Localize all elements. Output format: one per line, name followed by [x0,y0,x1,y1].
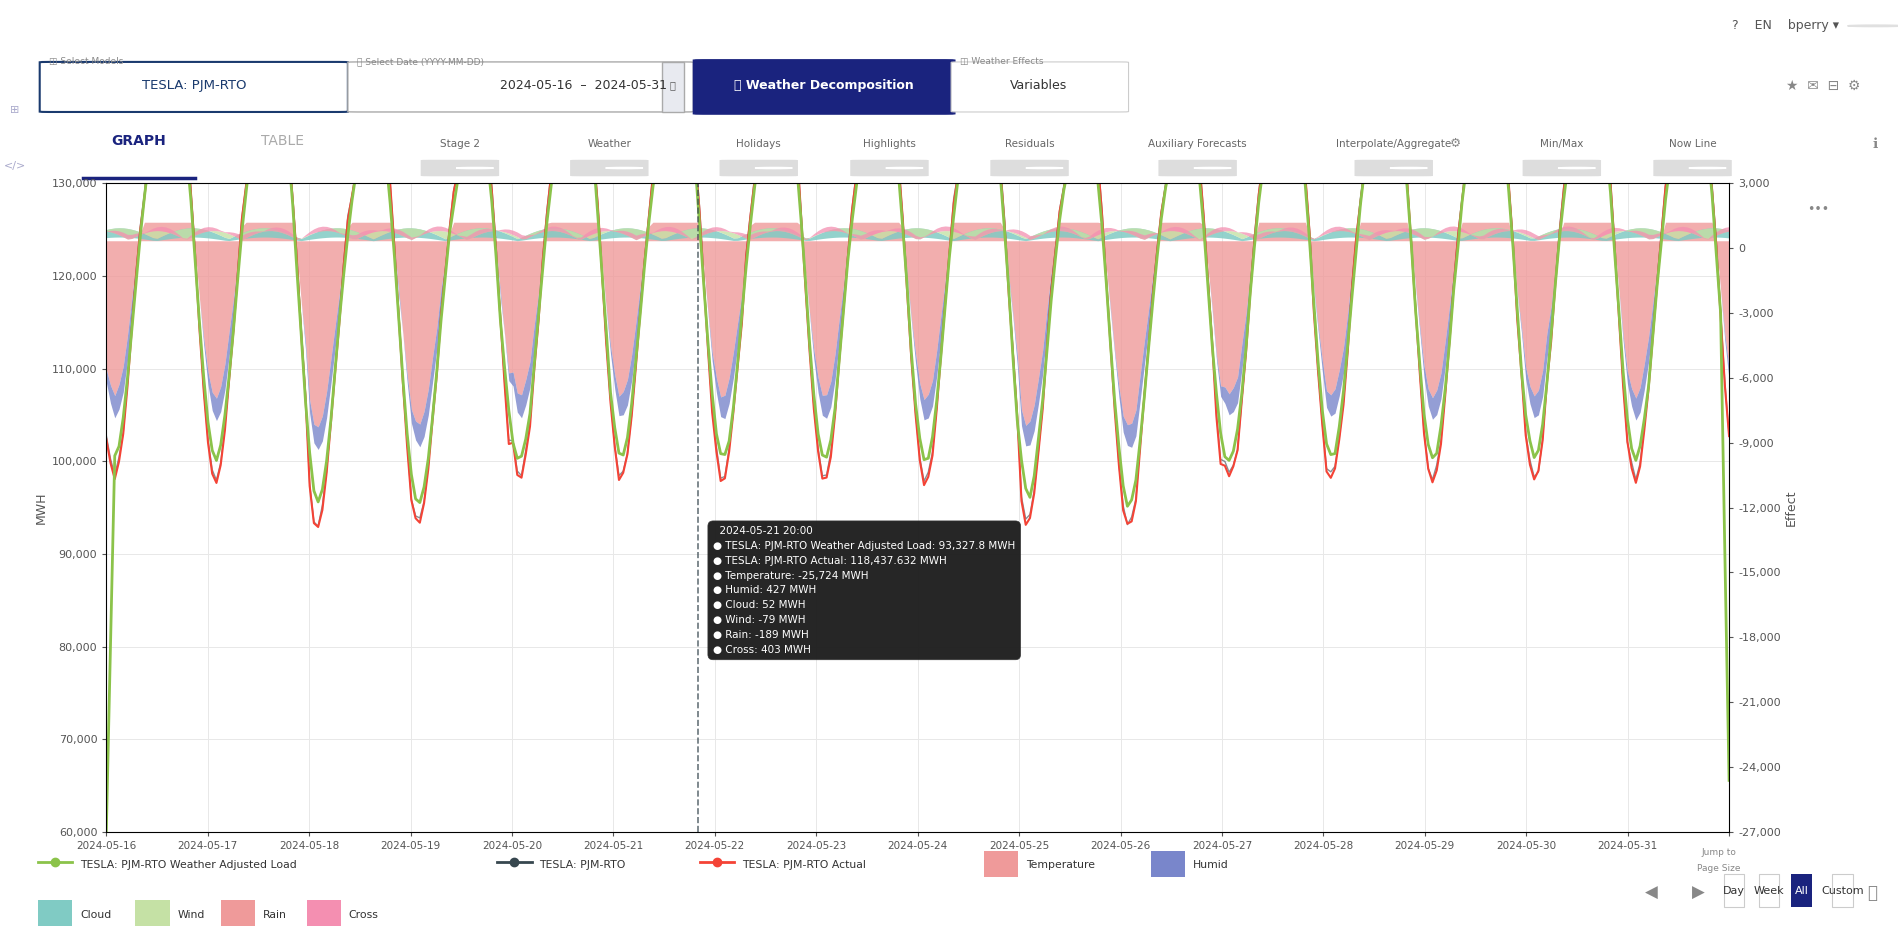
Circle shape [755,167,791,168]
Text: 📊 Weather Decomposition: 📊 Weather Decomposition [735,79,915,92]
Text: T: T [9,28,21,43]
Text: Wind: Wind [177,910,205,919]
Circle shape [1194,167,1232,168]
Text: 2024-05-16  –  2024-05-31: 2024-05-16 – 2024-05-31 [499,79,666,92]
Text: ?    EN    bperry ▾: ? EN bperry ▾ [1733,20,1839,32]
Text: Stage 2: Stage 2 [440,138,480,149]
Text: ◀: ◀ [1646,884,1657,902]
Text: Custom: Custom [1822,885,1864,896]
Text: 📅 Select Date (YYYY-MM-DD): 📅 Select Date (YYYY-MM-DD) [357,57,484,67]
Bar [1150,851,1184,877]
Text: Weather: Weather [586,138,632,149]
FancyBboxPatch shape [719,160,797,177]
Y-axis label: MWH: MWH [34,492,47,524]
Text: Min/Max: Min/Max [1539,138,1583,149]
Text: Week: Week [1754,885,1784,896]
Circle shape [605,167,643,168]
Text: TESLA: PJM-RTO Weather Adjusted Load: TESLA: PJM-RTO Weather Adjusted Load [80,860,296,870]
Text: ◫ Weather Effects: ◫ Weather Effects [960,57,1044,67]
Text: TESLA: PJM-RTO: TESLA: PJM-RTO [142,79,247,92]
Text: Jump to: Jump to [1703,849,1737,857]
FancyBboxPatch shape [1653,160,1731,177]
FancyBboxPatch shape [1158,160,1237,177]
Circle shape [1689,167,1725,168]
Text: ℹ: ℹ [1873,136,1879,150]
Text: ⚙: ⚙ [1450,137,1461,150]
FancyBboxPatch shape [569,160,649,177]
Circle shape [1025,167,1063,168]
FancyBboxPatch shape [1522,160,1602,177]
Text: TESLA: PJM-RTO Actual: TESLA: PJM-RTO Actual [742,860,865,870]
Text: Cloud: Cloud [80,910,112,919]
Text: ◫ Select Models: ◫ Select Models [49,57,123,67]
Text: Variables: Variables [1010,79,1067,92]
Text: Day: Day [1723,885,1744,896]
Text: ⊞: ⊞ [11,104,19,115]
Circle shape [456,167,493,168]
Text: Highlights: Highlights [864,138,917,149]
FancyBboxPatch shape [421,160,499,177]
Text: Page Size: Page Size [1697,865,1740,873]
Bar [307,900,342,926]
Text: ⤢: ⤢ [1868,884,1877,902]
Bar [1832,874,1852,907]
Text: •••: ••• [1807,203,1830,216]
Bar [662,62,683,112]
Text: 2024-05-21 20:00
● TESLA: PJM-RTO Weather Adjusted Load: 93,327.8 MWH
● TESLA: P: 2024-05-21 20:00 ● TESLA: PJM-RTO Weathe… [714,526,1015,654]
Text: </>: </> [4,161,27,171]
Text: Rain: Rain [264,910,287,919]
Text: Now Line: Now Line [1668,138,1716,149]
FancyBboxPatch shape [347,62,693,112]
Bar [220,900,254,926]
Bar [1723,874,1744,907]
Text: Holidays: Holidays [736,138,782,149]
Text: Auxiliary Forecasts: Auxiliary Forecasts [1148,138,1247,149]
Circle shape [1558,167,1596,168]
FancyBboxPatch shape [951,62,1129,112]
Text: Temperature: Temperature [1025,860,1095,870]
Text: 📅: 📅 [670,81,676,90]
Text: ★  ✉  ⊟  ⚙: ★ ✉ ⊟ ⚙ [1786,79,1860,92]
FancyBboxPatch shape [991,160,1069,177]
Text: GRAPH: GRAPH [112,133,165,148]
Circle shape [1847,25,1898,26]
Circle shape [886,167,922,168]
Bar [1792,874,1813,907]
Y-axis label: Effect: Effect [1784,490,1797,525]
Text: Residuals: Residuals [1004,138,1055,149]
Text: TABLE: TABLE [262,133,304,148]
Text: TESLA: PJM-RTO: TESLA: PJM-RTO [539,860,626,870]
FancyBboxPatch shape [1355,160,1433,177]
FancyBboxPatch shape [40,62,347,112]
Text: Interpolate/Aggregate: Interpolate/Aggregate [1336,138,1452,149]
Bar [983,851,1017,877]
Bar [135,900,169,926]
Bar [38,900,72,926]
Circle shape [1389,167,1427,168]
FancyBboxPatch shape [693,60,955,114]
Text: Humid: Humid [1194,860,1228,870]
Bar [1759,874,1780,907]
FancyBboxPatch shape [850,160,928,177]
Text: Cross: Cross [349,910,378,919]
Text: ▶: ▶ [1693,884,1704,902]
Text: All: All [1794,885,1809,896]
